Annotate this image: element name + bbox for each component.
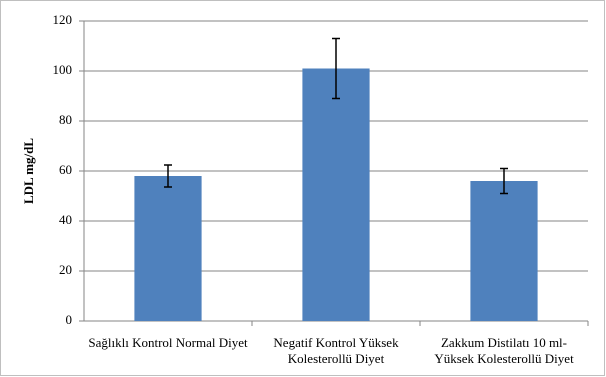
y-tick-label: 0: [66, 312, 73, 327]
y-tick-label: 40: [59, 212, 72, 227]
y-tick-label: 100: [53, 62, 73, 77]
y-tick-label: 80: [59, 112, 72, 127]
x-tick-label: Zakkum Distilatı 10 ml-Yüksek Kolesterol…: [434, 335, 574, 366]
bar: [470, 181, 538, 321]
y-tick-label: 120: [53, 12, 73, 27]
error-bar: [332, 37, 340, 100]
error-bar: [164, 164, 172, 188]
x-tick-label: Negatif Kontrol Yüksek Kolesterollü Diye…: [273, 335, 399, 366]
bar: [302, 68, 370, 321]
y-tick-label: 60: [59, 162, 72, 177]
error-bar: [500, 167, 508, 195]
x-tick-label: Sağlıklı Kontrol Normal Diyet: [88, 335, 248, 350]
y-tick-label: 20: [59, 262, 72, 277]
bar: [134, 176, 202, 321]
y-axis-title: LDL mg/dL: [21, 138, 36, 204]
